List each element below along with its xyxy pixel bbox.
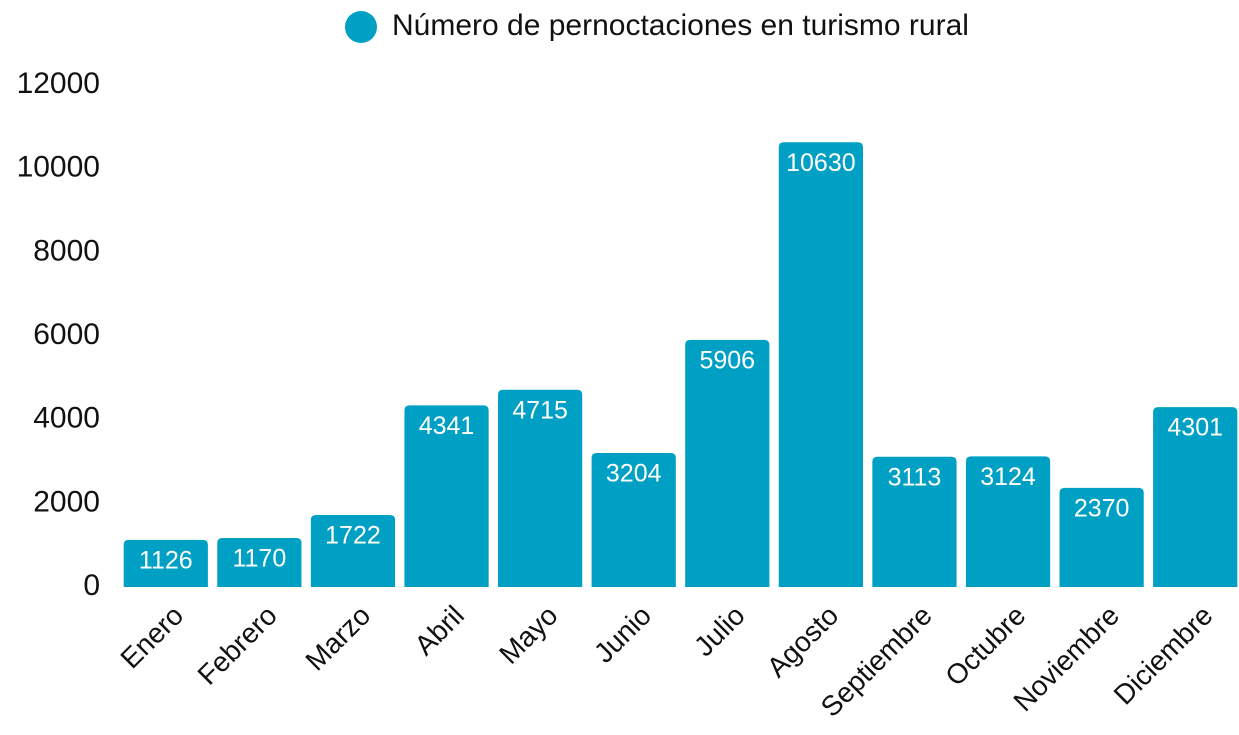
bar — [685, 339, 770, 587]
bar — [1153, 407, 1238, 587]
x-tick-label: Octubre — [939, 600, 1031, 692]
bar — [404, 405, 489, 587]
value-label: 3204 — [606, 460, 662, 488]
bar — [965, 456, 1051, 587]
x-tick-label: Junio — [588, 600, 657, 669]
value-label: 1722 — [325, 522, 381, 550]
bar — [217, 538, 302, 587]
value-label: 3124 — [980, 463, 1036, 491]
x-tick-label: Marzo — [299, 600, 376, 677]
bar — [310, 514, 396, 587]
bar — [1059, 487, 1144, 587]
y-tick-label: 2000 — [33, 485, 100, 518]
y-tick-label: 10000 — [17, 151, 100, 184]
legend-swatch — [345, 11, 377, 43]
value-label: 5906 — [699, 347, 755, 375]
value-label: 4301 — [1167, 414, 1223, 442]
y-tick-label: 8000 — [33, 234, 100, 267]
y-tick-label: 12000 — [17, 67, 100, 100]
value-label: 10630 — [786, 149, 856, 177]
x-tick-label: Febrero — [192, 600, 283, 691]
y-tick-label: 0 — [83, 569, 100, 602]
value-label: 4715 — [512, 396, 568, 424]
bar — [778, 142, 863, 588]
x-tick-label: Abril — [408, 600, 470, 662]
bar — [872, 456, 957, 587]
y-tick-label: 6000 — [33, 318, 100, 351]
x-tick-label: Julio — [688, 600, 751, 663]
x-tick-label: Mayo — [493, 600, 563, 670]
value-label: 2370 — [1074, 494, 1130, 522]
x-tick-label: Diciembre — [1108, 600, 1219, 711]
value-label: 4341 — [419, 412, 475, 440]
y-tick-label: 4000 — [33, 402, 100, 435]
bar — [498, 389, 583, 587]
bar — [123, 539, 208, 587]
legend-label: Número de pernoctaciones en turismo rura… — [392, 9, 969, 42]
value-label: 1126 — [139, 547, 193, 575]
value-label: 3113 — [888, 463, 942, 491]
bar — [591, 452, 676, 587]
x-tick-label: Enero — [115, 600, 190, 675]
x-tick-label: Agosto — [761, 600, 845, 684]
value-label: 1170 — [232, 545, 286, 573]
